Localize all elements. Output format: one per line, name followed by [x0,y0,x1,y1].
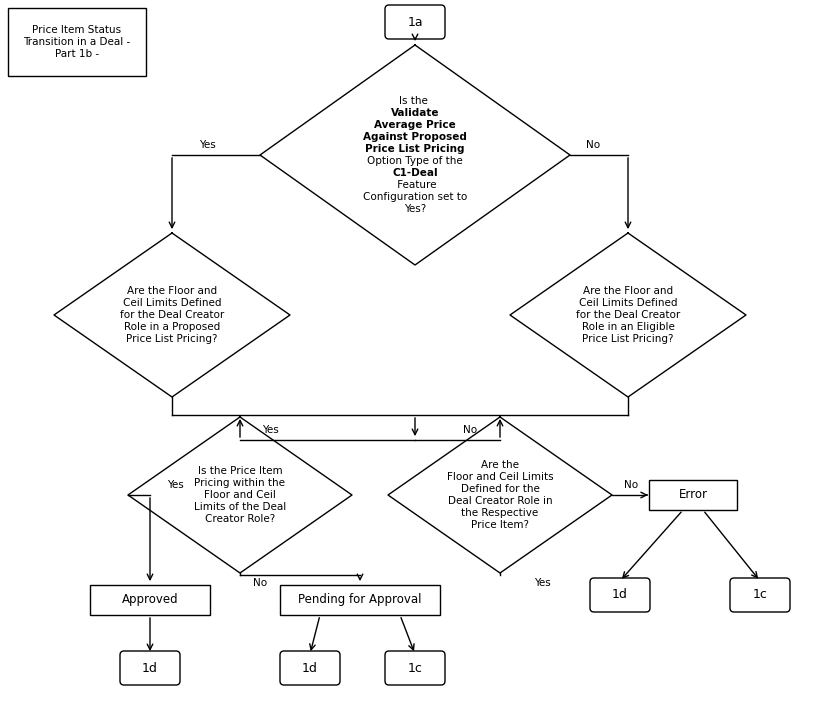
Text: 1a: 1a [407,16,423,29]
Text: Price List Pricing?: Price List Pricing? [126,334,218,344]
FancyBboxPatch shape [8,8,146,76]
Text: Floor and Ceil Limits: Floor and Ceil Limits [447,472,553,482]
Text: Against Proposed: Against Proposed [363,132,467,142]
Polygon shape [510,233,746,397]
Text: Option Type of the: Option Type of the [367,156,463,166]
Text: 1d: 1d [612,589,628,602]
FancyBboxPatch shape [280,585,440,615]
Text: Deal Creator Role in: Deal Creator Role in [448,496,552,506]
Text: No: No [624,480,638,490]
Text: Price List Pricing: Price List Pricing [365,144,465,154]
FancyBboxPatch shape [385,5,445,39]
Text: Feature: Feature [394,180,436,190]
Text: Role in a Proposed: Role in a Proposed [124,322,220,332]
Text: for the Deal Creator: for the Deal Creator [576,310,680,320]
Text: Are the: Are the [481,460,519,470]
FancyBboxPatch shape [590,578,650,612]
FancyBboxPatch shape [90,585,210,615]
Polygon shape [128,417,352,573]
Text: Limits of the Deal: Limits of the Deal [194,502,286,512]
Text: Ceil Limits Defined: Ceil Limits Defined [123,298,221,308]
Text: Average Price: Average Price [374,120,456,130]
Text: Approved: Approved [121,594,178,607]
Text: Error: Error [679,488,707,501]
Text: Yes: Yes [533,578,551,588]
Text: Yes: Yes [261,425,279,435]
FancyBboxPatch shape [280,651,340,685]
Text: Creator Role?: Creator Role? [205,514,275,524]
Polygon shape [260,45,570,265]
Text: Are the Floor and: Are the Floor and [583,286,673,296]
Text: Is the Price Item: Is the Price Item [198,466,282,476]
Text: the Respective: the Respective [462,508,538,518]
FancyBboxPatch shape [649,480,737,510]
Polygon shape [388,417,612,573]
Text: Yes: Yes [166,480,183,490]
Text: Defined for the: Defined for the [461,484,539,494]
Text: 1d: 1d [142,662,158,675]
Text: Price Item?: Price Item? [471,520,529,530]
Text: Price Item Status
Transition in a Deal -
Part 1b -: Price Item Status Transition in a Deal -… [23,25,131,59]
Text: No: No [586,140,600,150]
Text: for the Deal Creator: for the Deal Creator [120,310,224,320]
Text: Price List Pricing?: Price List Pricing? [582,334,674,344]
Text: 1d: 1d [302,662,318,675]
Text: No: No [253,578,267,588]
Text: 1c: 1c [753,589,767,602]
FancyBboxPatch shape [385,651,445,685]
FancyBboxPatch shape [120,651,180,685]
Text: Pricing within the: Pricing within the [195,478,285,488]
Text: Yes?: Yes? [404,204,426,214]
Text: 1c: 1c [408,662,423,675]
Text: Is the: Is the [399,96,431,106]
Text: Validate: Validate [391,108,439,118]
Text: No: No [463,425,477,435]
Text: Configuration set to: Configuration set to [363,192,467,202]
Text: Yes: Yes [199,140,215,150]
Text: Floor and Ceil: Floor and Ceil [204,490,276,500]
FancyBboxPatch shape [730,578,790,612]
Text: C1-Deal: C1-Deal [392,168,438,178]
Text: Pending for Approval: Pending for Approval [298,594,422,607]
Text: Ceil Limits Defined: Ceil Limits Defined [579,298,677,308]
Text: Role in an Eligible: Role in an Eligible [582,322,675,332]
Polygon shape [54,233,290,397]
Text: Are the Floor and: Are the Floor and [127,286,217,296]
